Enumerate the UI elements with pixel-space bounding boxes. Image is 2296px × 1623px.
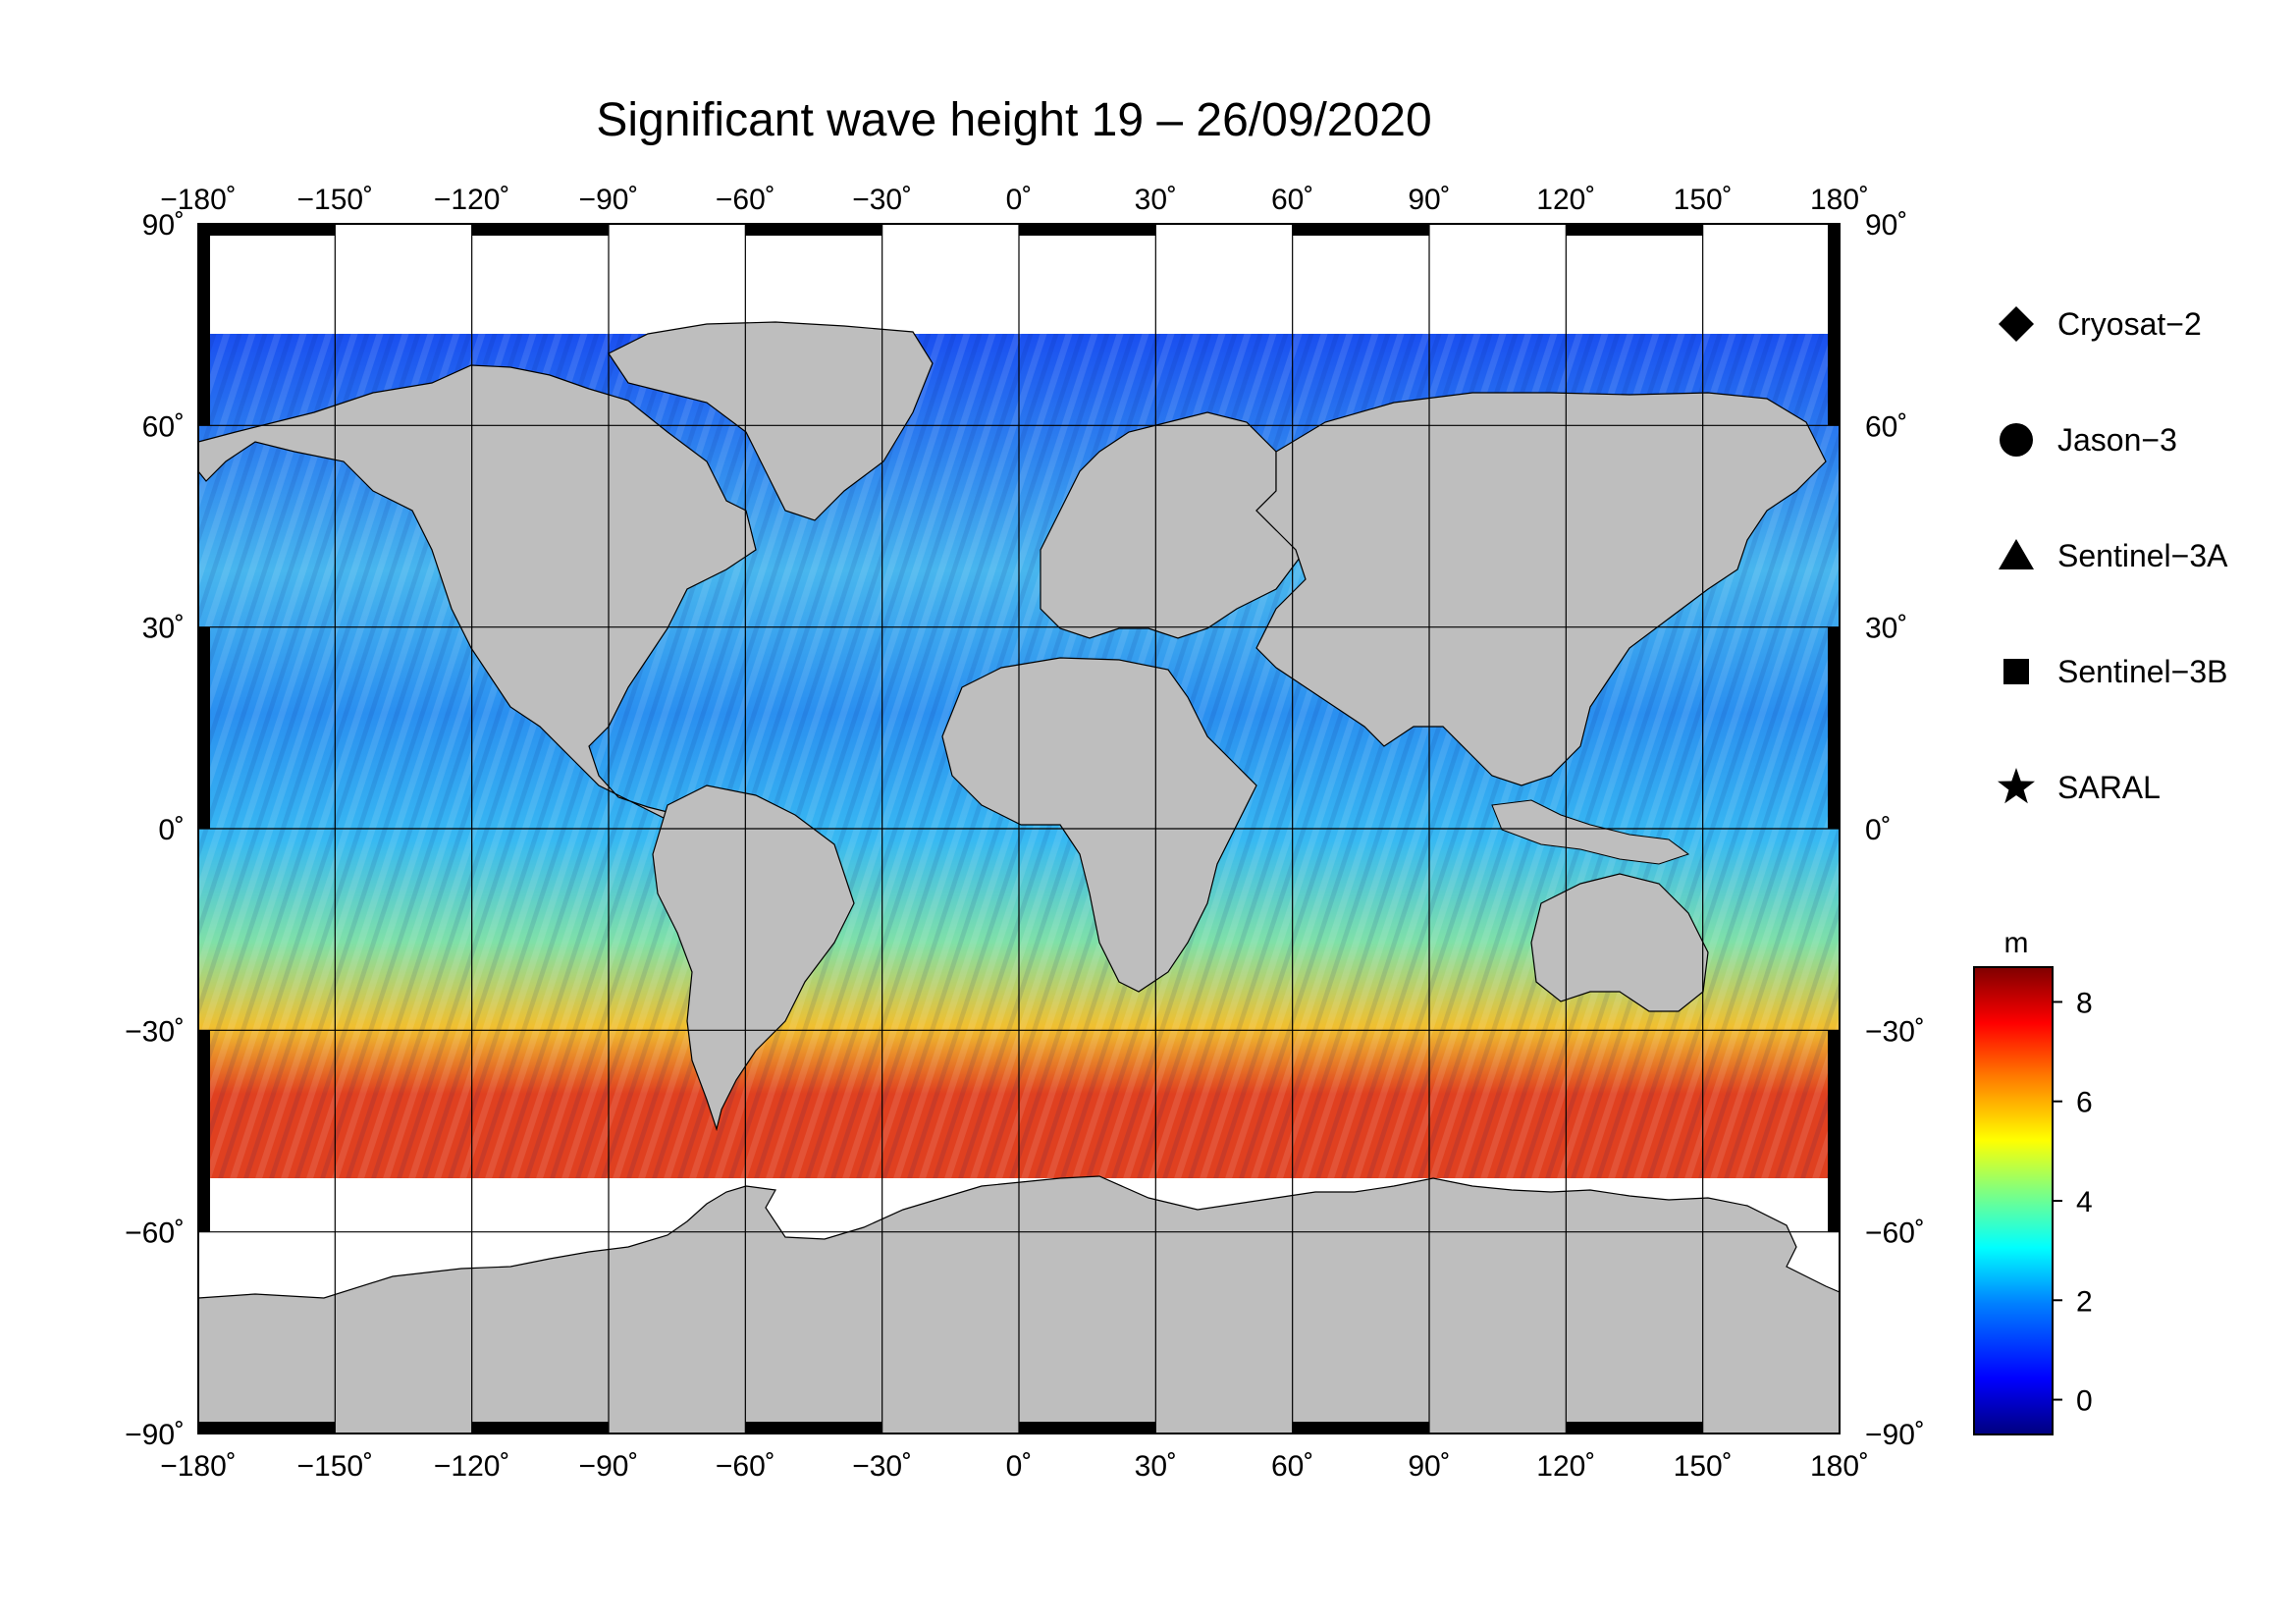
- frame-segment-left: [198, 224, 210, 426]
- frame-segment-bottom: [745, 1422, 882, 1434]
- lon-tick-label: −60˚: [716, 1450, 775, 1483]
- longitude-ticks-top: −180˚ −150˚ −120˚ −90˚ −60˚ −30˚ 0˚ 30˚ 60˚ 90˚ 12…: [160, 184, 1869, 216]
- frame-segment-bottom: [1019, 1422, 1156, 1434]
- lat-tick-label: −90˚: [125, 1419, 185, 1451]
- lon-tick-label: 150˚: [1674, 1450, 1733, 1483]
- frame-segment-bottom: [1292, 1422, 1429, 1434]
- colorbar-tick-label: 6: [2076, 1087, 2093, 1119]
- lat-tick-label: −30˚: [1865, 1015, 1925, 1048]
- lat-tick-label: 30˚: [1865, 613, 1907, 645]
- lat-tick-label: −90˚: [1865, 1419, 1925, 1451]
- frame-segment-top: [1566, 224, 1703, 236]
- lat-tick-label: 90˚: [142, 209, 185, 242]
- legend-label: Jason−3: [2057, 422, 2177, 458]
- asia-land: [1255, 392, 1827, 786]
- frame-segment-top: [471, 224, 609, 236]
- colorbar-tick-label: 2: [2076, 1285, 2093, 1318]
- lon-tick-label: 120˚: [1536, 1450, 1595, 1483]
- legend-label: Sentinel−3B: [2057, 654, 2227, 689]
- star-marker-icon: [1998, 768, 2035, 804]
- frame-segment-bottom: [198, 1422, 336, 1434]
- lon-tick-label: −150˚: [297, 1450, 374, 1483]
- frame-segment-right: [1828, 1030, 1840, 1232]
- greenland-land: [608, 321, 934, 521]
- africa-land: [941, 657, 1257, 993]
- chart-title: Significant wave height 19 – 26/09/2020: [596, 94, 1431, 146]
- latitude-ticks-right: 90˚ 60˚ 30˚ 0˚ −30˚ −60˚ −90˚: [1865, 209, 1925, 1451]
- colorbar-tick-label: 4: [2076, 1186, 2093, 1218]
- square-marker-icon: [2003, 659, 2029, 684]
- legend-entry: Jason−3: [2000, 422, 2177, 458]
- lon-tick-label: −90˚: [579, 184, 639, 216]
- frame-segment-left: [198, 1030, 210, 1232]
- frame-segment-top: [198, 224, 336, 236]
- lon-tick-label: −120˚: [434, 184, 510, 216]
- lat-tick-label: 90˚: [1865, 209, 1907, 242]
- satellite-legend: Cryosat−2 Jason−3 Sentinel−3A Sentinel−3B SA…: [1998, 306, 2228, 805]
- legend-label: Sentinel−3A: [2057, 538, 2228, 573]
- lon-tick-label: 0˚: [1006, 184, 1033, 216]
- legend-entry: Sentinel−3B: [2003, 654, 2227, 689]
- lat-tick-label: 60˚: [1865, 410, 1907, 443]
- australia-land: [1530, 873, 1709, 1012]
- longitude-ticks-bottom: −180˚ −150˚ −120˚ −90˚ −60˚ −30˚ 0˚ 30˚ 60˚ 90˚ 12…: [160, 1450, 1869, 1483]
- graticule: [198, 224, 1840, 1434]
- maritime-continent-land: [1491, 799, 1690, 865]
- lon-tick-label: −180˚: [160, 1450, 237, 1483]
- frame-segment-right: [1828, 626, 1840, 829]
- frame-segment-top: [1019, 224, 1156, 236]
- lon-tick-label: 120˚: [1536, 184, 1595, 216]
- lon-tick-label: 180˚: [1810, 184, 1869, 216]
- lon-tick-label: 180˚: [1810, 1450, 1869, 1483]
- lat-tick-label: 0˚: [1865, 814, 1892, 846]
- lat-tick-label: 60˚: [142, 410, 185, 443]
- south-america-land: [652, 784, 855, 1132]
- frame-segment-bottom: [1566, 1422, 1703, 1434]
- lon-tick-label: −30˚: [852, 184, 912, 216]
- legend-entry: Cryosat−2: [1999, 306, 2202, 342]
- triangle-marker-icon: [1999, 539, 2034, 569]
- legend-label: Cryosat−2: [2057, 306, 2202, 342]
- frame-segment-right: [1828, 224, 1840, 426]
- frame-segment-top: [745, 224, 882, 236]
- lat-tick-label: −60˚: [125, 1217, 185, 1250]
- lon-tick-label: 60˚: [1271, 184, 1313, 216]
- colorbar-unit: m: [2004, 927, 2029, 959]
- legend-entry: SARAL: [1998, 768, 2161, 805]
- colorbar-tick-label: 0: [2076, 1385, 2093, 1418]
- lon-tick-label: 30˚: [1135, 1450, 1177, 1483]
- lon-tick-label: −150˚: [297, 184, 374, 216]
- lon-tick-label: 150˚: [1674, 184, 1733, 216]
- lon-tick-label: 60˚: [1271, 1450, 1313, 1483]
- frame-segment-top: [1292, 224, 1429, 236]
- map-frame-checkered-border: [198, 224, 1840, 1434]
- frame-segment-bottom: [471, 1422, 609, 1434]
- lon-tick-label: −120˚: [434, 1450, 510, 1483]
- lon-tick-label: −30˚: [852, 1450, 912, 1483]
- legend-label: SARAL: [2057, 770, 2161, 805]
- colorbar-ticks: 8 6 4 2 0: [2053, 987, 2093, 1418]
- colorbar-scale: [1973, 966, 2054, 1435]
- colorbar-tick-label: 8: [2076, 987, 2093, 1019]
- latitude-ticks-left: 90˚ 60˚ 30˚ 0˚ −30˚ −60˚ −90˚: [125, 209, 185, 1451]
- lon-tick-label: 90˚: [1408, 184, 1450, 216]
- lat-tick-label: 30˚: [142, 613, 185, 645]
- legend-entry: Sentinel−3A: [1999, 538, 2228, 573]
- lon-tick-label: 90˚: [1408, 1450, 1450, 1483]
- lat-tick-label: −60˚: [1865, 1217, 1925, 1250]
- lat-tick-label: −30˚: [125, 1015, 185, 1048]
- lon-tick-label: 30˚: [1135, 184, 1177, 216]
- lat-tick-label: 0˚: [158, 814, 185, 846]
- frame-segment-left: [198, 626, 210, 829]
- lon-tick-label: −180˚: [160, 184, 237, 216]
- lon-tick-label: −60˚: [716, 184, 775, 216]
- lon-tick-label: 0˚: [1006, 1450, 1033, 1483]
- circle-marker-icon: [2000, 423, 2033, 457]
- diamond-marker-icon: [1999, 306, 2034, 342]
- colorbar: m 8 6 4 2 0: [1973, 927, 2093, 1435]
- lon-tick-label: −90˚: [579, 1450, 639, 1483]
